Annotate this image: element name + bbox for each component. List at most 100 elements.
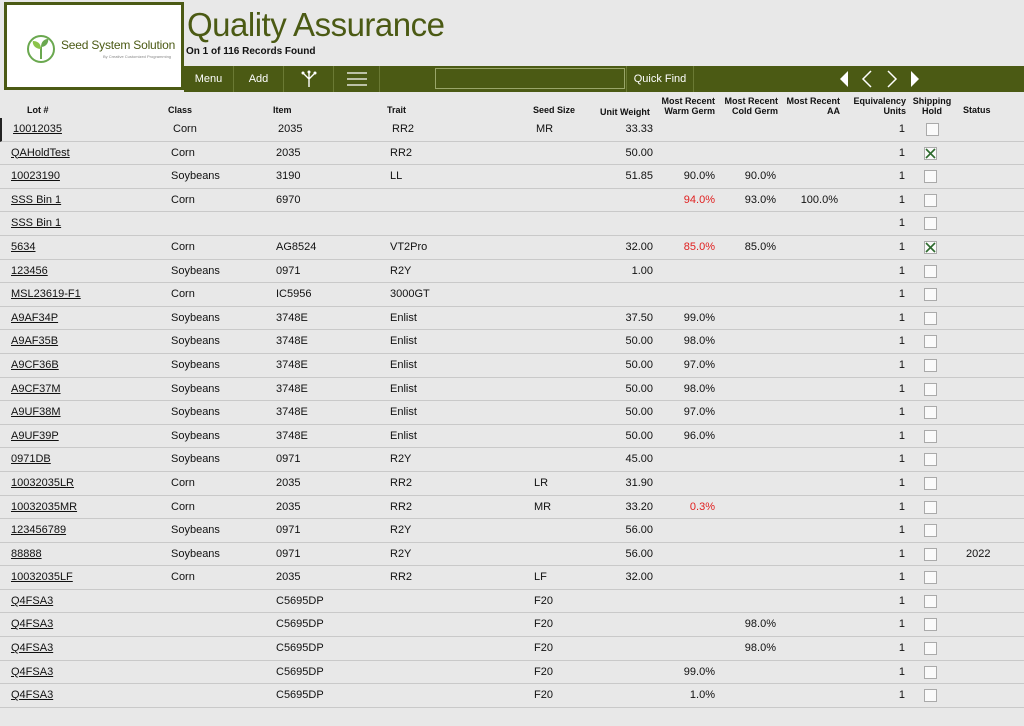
cold-germ-cell: 90.0% — [744, 170, 776, 183]
lot-link[interactable]: A9CF36B — [11, 358, 59, 371]
table-row[interactable]: MSL23619-F1 Corn IC5956 3000GT 1 — [0, 283, 1024, 307]
next-record-icon[interactable] — [882, 69, 902, 89]
shipping-hold-checkbox[interactable] — [924, 264, 937, 278]
table-row[interactable]: A9AF35B Soybeans 3748E Enlist 50.00 98.0% 1 — [0, 330, 1024, 354]
table-row[interactable]: 10032035LF Corn 2035 RR2 LF 32.00 1 — [0, 566, 1024, 590]
table-row[interactable]: Q4FSA3 C5695DP F20 1.0% 1 — [0, 684, 1024, 708]
col-cold-germ: Most Recent Cold Germ — [724, 96, 778, 116]
item-cell: 2035 — [276, 476, 301, 489]
trait-cell: RR2 — [390, 146, 413, 159]
item-cell: 0971 — [276, 453, 301, 466]
table-row[interactable]: A9UF38M Soybeans 3748E Enlist 50.00 97.0% 1 — [0, 401, 1024, 425]
lot-link[interactable]: Q4FSA3 — [11, 689, 54, 702]
table-row[interactable]: 88888 Soybeans 0971 R2Y 56.00 1 2022 — [0, 543, 1024, 567]
table-row[interactable]: 123456 Soybeans 0971 R2Y 1.00 1 — [0, 260, 1024, 284]
trait-cell: Enlist — [390, 382, 417, 395]
lot-link[interactable]: A9UF39P — [11, 429, 59, 442]
shipping-hold-checkbox[interactable] — [924, 500, 937, 514]
list-icon[interactable] — [334, 66, 380, 92]
lot-link[interactable]: SSS Bin 1 — [11, 217, 62, 230]
table-row[interactable]: 0971DB Soybeans 0971 R2Y 45.00 1 — [0, 448, 1024, 472]
table-row[interactable]: QAHoldTest Corn 2035 RR2 50.00 1 — [0, 142, 1024, 166]
seed-size-cell: F20 — [534, 642, 553, 655]
shipping-hold-checkbox[interactable] — [924, 217, 937, 231]
quick-find-input[interactable] — [435, 68, 625, 89]
table-row[interactable]: A9AF34P Soybeans 3748E Enlist 37.50 99.0% 1 — [0, 307, 1024, 331]
table-row[interactable]: 10012035 Corn 2035 RR2 MR 33.33 1 — [0, 118, 1024, 142]
shipping-hold-checkbox[interactable] — [924, 665, 937, 679]
lot-link[interactable]: 0971DB — [11, 453, 51, 466]
shipping-hold-checkbox[interactable] — [924, 689, 937, 703]
lot-link[interactable]: QAHoldTest — [11, 146, 70, 159]
table-row[interactable]: 10032035MR Corn 2035 RR2 MR 33.20 0.3% 1 — [0, 496, 1024, 520]
lot-link[interactable]: 123456789 — [11, 524, 67, 537]
table-row[interactable]: SSS Bin 1 1 — [0, 212, 1024, 236]
shipping-hold-checkbox[interactable] — [926, 123, 939, 136]
shipping-hold-checkbox[interactable] — [924, 358, 937, 372]
table-row[interactable]: A9UF39P Soybeans 3748E Enlist 50.00 96.0% 1 — [0, 425, 1024, 449]
shipping-hold-checkbox[interactable] — [924, 571, 937, 585]
shipping-hold-checkbox[interactable] — [924, 382, 937, 396]
unit-weight-cell: 45.00 — [625, 453, 653, 466]
table-row[interactable]: Q4FSA3 C5695DP F20 98.0% 1 — [0, 637, 1024, 661]
shipping-hold-checkbox[interactable] — [924, 240, 937, 254]
lot-link[interactable]: Q4FSA3 — [11, 594, 54, 607]
lot-link[interactable]: 10032035LF — [11, 571, 73, 584]
shipping-hold-checkbox[interactable] — [924, 594, 937, 608]
shipping-hold-checkbox[interactable] — [924, 524, 937, 538]
shipping-hold-checkbox[interactable] — [924, 146, 937, 160]
unit-weight-cell: 50.00 — [625, 382, 653, 395]
prev-record-icon[interactable] — [857, 69, 877, 89]
split-icon[interactable] — [284, 66, 334, 92]
shipping-hold-checkbox[interactable] — [924, 335, 937, 349]
shipping-hold-checkbox[interactable] — [924, 429, 937, 443]
records-table: 10012035 Corn 2035 RR2 MR 33.33 1 QAHoldTest Cor… — [0, 118, 1024, 708]
lot-link[interactable]: 10012035 — [13, 123, 62, 135]
shipping-hold-checkbox[interactable] — [924, 453, 937, 467]
shipping-hold-checkbox[interactable] — [924, 288, 937, 302]
table-row[interactable]: Q4FSA3 C5695DP F20 99.0% 1 — [0, 661, 1024, 685]
cold-germ-cell: 93.0% — [744, 193, 776, 206]
table-row[interactable]: A9CF37M Soybeans 3748E Enlist 50.00 98.0% 1 — [0, 378, 1024, 402]
shipping-hold-checkbox[interactable] — [924, 547, 937, 561]
warm-germ-cell: 96.0% — [683, 429, 715, 442]
table-row[interactable]: 123456789 Soybeans 0971 R2Y 56.00 1 — [0, 519, 1024, 543]
lot-link[interactable]: A9CF37M — [11, 382, 61, 395]
table-row[interactable]: Q4FSA3 C5695DP F20 98.0% 1 — [0, 613, 1024, 638]
shipping-hold-checkbox[interactable] — [924, 170, 937, 184]
lot-link[interactable]: A9AF35B — [11, 335, 59, 348]
table-row[interactable]: Q4FSA3 C5695DP F20 1 — [0, 590, 1024, 614]
add-button[interactable]: Add — [234, 66, 284, 92]
lot-link[interactable]: 5634 — [11, 240, 36, 253]
shipping-hold-checkbox[interactable] — [924, 642, 937, 656]
shipping-hold-checkbox[interactable] — [924, 476, 937, 490]
table-row[interactable]: A9CF36B Soybeans 3748E Enlist 50.00 97.0% 1 — [0, 354, 1024, 378]
quick-find-button[interactable]: Quick Find — [626, 66, 694, 92]
lot-link[interactable]: Q4FSA3 — [11, 665, 54, 678]
lot-link[interactable]: MSL23619-F1 — [11, 288, 81, 301]
seed-size-cell: LR — [534, 476, 549, 489]
lot-link[interactable]: 88888 — [11, 547, 42, 560]
shipping-hold-checkbox[interactable] — [924, 406, 937, 420]
table-row[interactable]: 10032035LR Corn 2035 RR2 LR 31.90 1 — [0, 472, 1024, 496]
lot-link[interactable]: Q4FSA3 — [11, 618, 54, 631]
lot-link[interactable]: 10032035LR — [11, 476, 75, 489]
lot-link[interactable]: SSS Bin 1 — [11, 193, 62, 206]
trait-cell: LL — [390, 170, 403, 183]
lot-link[interactable]: Q4FSA3 — [11, 642, 54, 655]
shipping-hold-checkbox[interactable] — [924, 311, 937, 325]
shipping-hold-checkbox[interactable] — [924, 618, 937, 632]
last-record-icon[interactable] — [905, 69, 925, 89]
lot-link[interactable]: 10023190 — [11, 170, 60, 183]
shipping-hold-checkbox[interactable] — [924, 193, 937, 207]
table-row[interactable]: 10023190 Soybeans 3190 LL 51.85 90.0% 90.0% 1 — [0, 165, 1024, 189]
lot-link[interactable]: 10032035MR — [11, 500, 78, 513]
class-cell: Corn — [171, 571, 195, 584]
menu-button[interactable]: Menu — [184, 66, 234, 92]
first-record-icon[interactable] — [834, 69, 854, 89]
table-row[interactable]: 5634 Corn AG8524 VT2Pro 32.00 85.0% 85.0% 1 — [0, 236, 1024, 260]
lot-link[interactable]: 123456 — [11, 264, 48, 277]
table-row[interactable]: SSS Bin 1 Corn 6970 94.0% 93.0% 100.0% 1 — [0, 189, 1024, 213]
lot-link[interactable]: A9AF34P — [11, 311, 59, 324]
lot-link[interactable]: A9UF38M — [11, 406, 61, 419]
